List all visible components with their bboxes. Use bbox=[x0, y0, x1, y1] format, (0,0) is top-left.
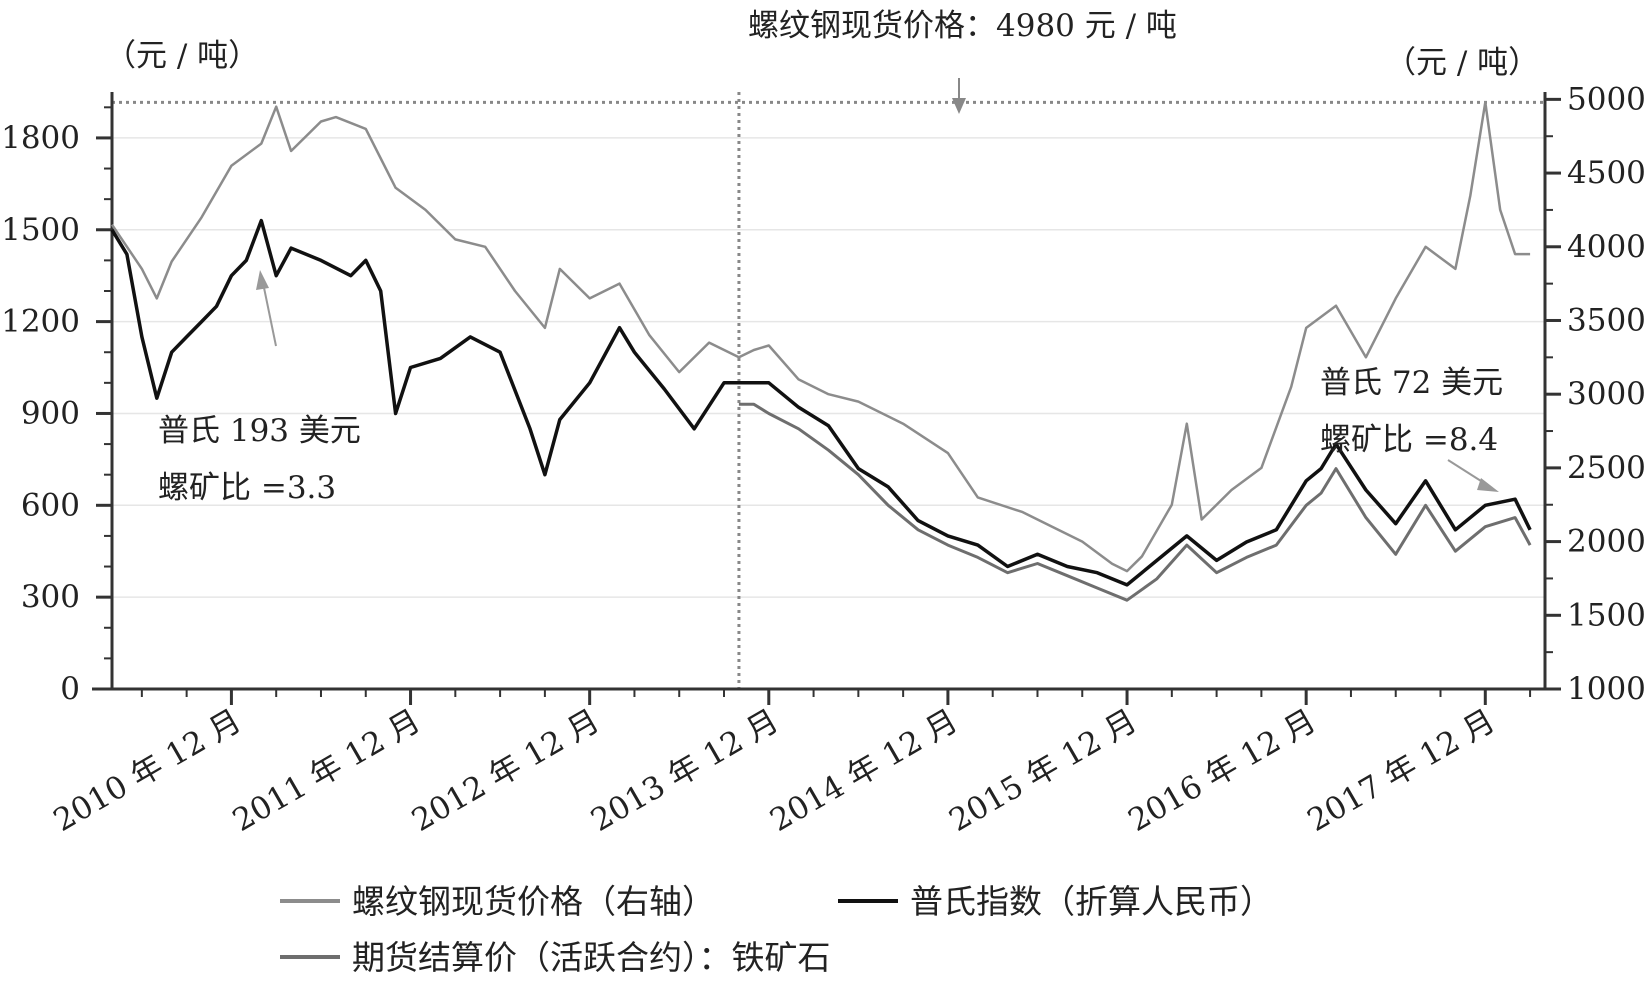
legend-label-platts: 普氏指数（折算人民币） bbox=[910, 882, 1273, 921]
annotation-ratio-8-4: 螺矿比 =8.4 bbox=[1320, 422, 1498, 458]
annotation-platts-72: 普氏 72 美元 bbox=[1320, 365, 1503, 401]
legend-item-futures: 期货结算价（活跃合约）：铁矿石 bbox=[280, 938, 831, 977]
left-axis-tick-labels: 0 300 600 900 1200 1500 1800 bbox=[1, 120, 80, 707]
right-tick-label: 1500 bbox=[1567, 597, 1646, 633]
series-line-iron-ore-futures bbox=[738, 402, 1532, 602]
series-lines bbox=[110, 101, 1532, 602]
left-tick-label: 600 bbox=[21, 487, 80, 523]
legend-label-steel: 螺纹钢现货价格（右轴） bbox=[352, 882, 715, 921]
left-tick-label: 1500 bbox=[1, 212, 80, 248]
legend-label-futures: 期货结算价（活跃合约）：铁矿石 bbox=[352, 938, 831, 977]
x-tick-label: 2011 年 12 月 bbox=[227, 703, 427, 839]
x-tick-label: 2016 年 12 月 bbox=[1122, 703, 1322, 839]
legend-item-steel: 螺纹钢现货价格（右轴） bbox=[280, 882, 715, 921]
left-tick-label: 300 bbox=[21, 579, 80, 615]
annotation-platts-193-arrow bbox=[261, 277, 277, 347]
right-tick-label: 3500 bbox=[1567, 302, 1646, 338]
right-axis-unit: （元 / 吨） bbox=[1385, 45, 1539, 81]
annotation-steel-price-arrowhead bbox=[952, 98, 966, 114]
annotation-ratio-3-3: 螺矿比 =3.3 bbox=[158, 470, 336, 506]
right-tick-label: 1000 bbox=[1567, 671, 1646, 707]
reference-lines bbox=[112, 92, 1545, 689]
right-tick-label: 5000 bbox=[1567, 81, 1646, 117]
x-tick-label: 2012 年 12 月 bbox=[406, 703, 606, 839]
right-tick-label: 2000 bbox=[1567, 524, 1646, 560]
grid bbox=[112, 137, 1545, 598]
right-tick-label: 4500 bbox=[1567, 155, 1646, 191]
legend: 螺纹钢现货价格（右轴） 普氏指数（折算人民币） 期货结算价（活跃合约）：铁矿石 bbox=[280, 882, 1273, 977]
legend-item-platts: 普氏指数（折算人民币） bbox=[838, 882, 1273, 921]
annotation-platts-193-arrowhead bbox=[256, 270, 269, 290]
left-axis-unit: （元 / 吨） bbox=[105, 38, 259, 74]
series-line-steel-spot bbox=[110, 101, 1531, 573]
tick-marks bbox=[96, 97, 1561, 705]
x-tick-label: 2015 年 12 月 bbox=[943, 703, 1143, 839]
annotation-platts-193: 普氏 193 美元 bbox=[158, 413, 361, 449]
annotation-platts-72-arrowhead bbox=[1477, 478, 1499, 492]
right-tick-label: 4000 bbox=[1567, 229, 1646, 265]
x-tick-label: 2013 年 12 月 bbox=[585, 703, 785, 839]
right-axis-tick-labels: 1000 1500 2000 2500 3000 3500 4000 4500 5000 bbox=[1567, 81, 1646, 707]
annotation-steel-price: 螺纹钢现货价格：4980 元 / 吨 bbox=[748, 8, 1177, 44]
left-tick-label: 1800 bbox=[1, 120, 80, 156]
series-line-platts-index bbox=[110, 218, 1532, 587]
right-tick-label: 3000 bbox=[1567, 376, 1646, 412]
left-tick-label: 1200 bbox=[1, 304, 80, 340]
x-tick-label: 2010 年 12 月 bbox=[48, 703, 248, 839]
x-tick-label: 2017 年 12 月 bbox=[1302, 703, 1502, 839]
left-tick-label: 0 bbox=[60, 671, 80, 707]
x-tick-label: 2014 年 12 月 bbox=[764, 703, 964, 839]
left-tick-label: 900 bbox=[21, 395, 80, 431]
right-tick-label: 2500 bbox=[1567, 450, 1646, 486]
